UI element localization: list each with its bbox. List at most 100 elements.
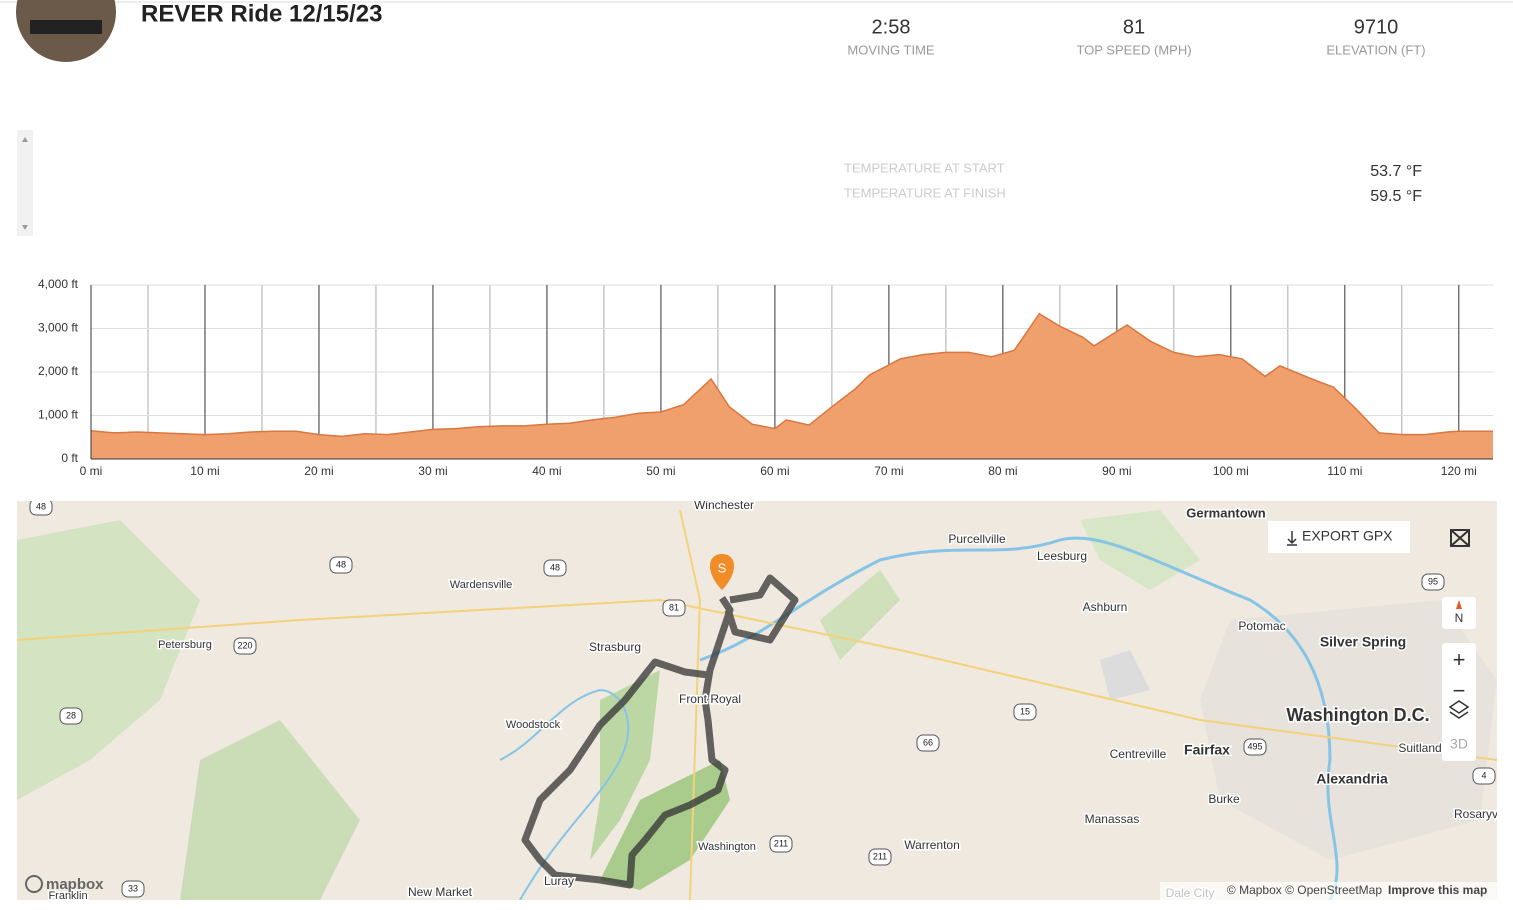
road-shield-label: 211 [774,838,788,848]
place-label: Petersburg [158,639,212,651]
road-shield-label: 495 [1247,741,1262,751]
y-tick-label: 4,000 ft [38,277,79,291]
place-label: Germantown [1186,505,1266,520]
road-shield [916,734,940,752]
road-shield [662,599,686,617]
stat-label: ELEVATION (FT) [1326,42,1425,57]
elevation-line [90,312,1493,438]
place-label: Franklin [48,890,87,902]
y-tick-label: 3,000 ft [38,321,79,335]
road-shield [121,880,145,898]
terrain [1080,510,1200,590]
road-shield-label: 28 [66,710,76,720]
road-shield [868,848,892,866]
compass-arrow [1456,600,1462,609]
y-tick-label: 0 ft [61,451,78,465]
compass-label[interactable]: N [1455,611,1464,625]
start-pin [710,554,734,590]
road-shield-label: 66 [923,737,933,747]
compass-button[interactable] [1442,597,1476,629]
road-shield-label: 48 [550,562,560,572]
place-label: Leesburg [1037,549,1087,563]
x-tick-label: 120 mi [1441,464,1477,478]
stat-value: 2:58 [872,16,911,38]
scroll-down[interactable] [22,225,28,230]
urban [1200,600,1497,860]
urban [1100,650,1150,700]
export-label[interactable]: EXPORT GPX [1302,528,1393,544]
road-shield-label: 15 [1020,706,1030,716]
x-tick-label: 50 mi [646,464,675,478]
download-icon [1287,531,1297,546]
place-label: Washington D.C. [1286,705,1429,725]
road-shield [59,707,83,725]
road-shield-label: 33 [128,883,138,893]
road-shield-label: 220 [237,640,252,650]
place-label: Front Royal [679,692,741,706]
map[interactable]: Winchester Purcellville Leesburg Germantown… [17,498,1498,902]
x-tick-label: 0 mi [80,464,103,478]
x-tick-label: 100 mi [1213,464,1249,478]
x-tick-label: 110 mi [1327,464,1362,478]
y-tick-label: 2,000 ft [38,364,79,378]
mapbox-icon [25,875,43,893]
stats: 2:58 MOVING TIME 81 TOP SPEED (MPH) 9710… [847,16,1425,57]
scroll-up[interactable] [22,137,28,142]
map-layer: Winchester Purcellville Leesburg Germantown… [17,498,1498,902]
x-tick-label: 90 mi [1102,464,1131,478]
terrain [17,520,200,800]
river [699,536,1339,900]
road-shield [1243,738,1267,756]
map-controls [1442,643,1476,761]
place-label: Wardensville [450,579,513,591]
x-tick-label: 10 mi [190,464,219,478]
zoom-in[interactable]: + [1453,647,1466,672]
mapbox-logo: mapbox [46,876,104,893]
stat-label: TOP SPEED (MPH) [1076,42,1191,57]
place-label: Potomac [1238,619,1285,633]
stat-value: 81 [1123,16,1145,38]
road-shield-label: 211 [873,851,887,861]
place-label: Burke [1208,792,1240,806]
ride-title: REVER Ride 12/15/23 [141,0,382,27]
x-tick-label: 40 mi [532,464,561,478]
road-shield-label: 48 [36,501,46,511]
avatar-detail [30,20,102,34]
x-tick-label: 60 mi [760,464,789,478]
road-shield [329,556,353,574]
place-label: Washington [698,841,756,853]
place-label: Rosaryv [1454,807,1498,821]
place-label: Ashburn [1083,600,1128,614]
scrollbar[interactable] [17,130,33,236]
place-label: Alexandria [1316,771,1388,787]
terrain [180,720,360,900]
weather: TEMPERATURE AT START TEMPERATURE AT FINI… [844,160,1422,205]
place-label: New Market [408,885,473,899]
attribution[interactable]: © Mapbox © OpenStreetMap [1227,883,1382,897]
attribution-bar [1160,882,1497,900]
weather-label: TEMPERATURE AT START [844,160,1005,175]
road-shield-label: 81 [669,602,679,612]
x-tick-label: 70 mi [874,464,903,478]
weather-value: 59.5 °F [1370,188,1422,205]
place-label: Fairfax [1184,742,1230,758]
weather-label: TEMPERATURE AT FINISH [844,185,1006,200]
zoom-out[interactable]: − [1453,678,1466,703]
improve-link[interactable]: Improve this map [1388,883,1487,897]
fullscreen-button[interactable] [1450,529,1470,547]
scroll-track[interactable] [17,130,33,236]
layers-button[interactable] [1448,700,1470,719]
y-tick-label: 1,000 ft [38,408,79,422]
road-shield-label: 4 [1481,770,1486,780]
x-tick-label: 30 mi [418,464,447,478]
place-label: Silver Spring [1320,634,1406,650]
road-shield [29,501,53,516]
3d-button[interactable]: 3D [1450,736,1468,752]
start-label: S [718,560,727,575]
road-shield-label: 95 [1428,576,1438,586]
elevation-chart: 0 ft 1,000 ft 2,000 ft 3,000 ft 4,000 ft 0 mi… [38,277,1493,478]
place-label: Luray [544,874,574,888]
place-label: Winchester [694,498,754,512]
